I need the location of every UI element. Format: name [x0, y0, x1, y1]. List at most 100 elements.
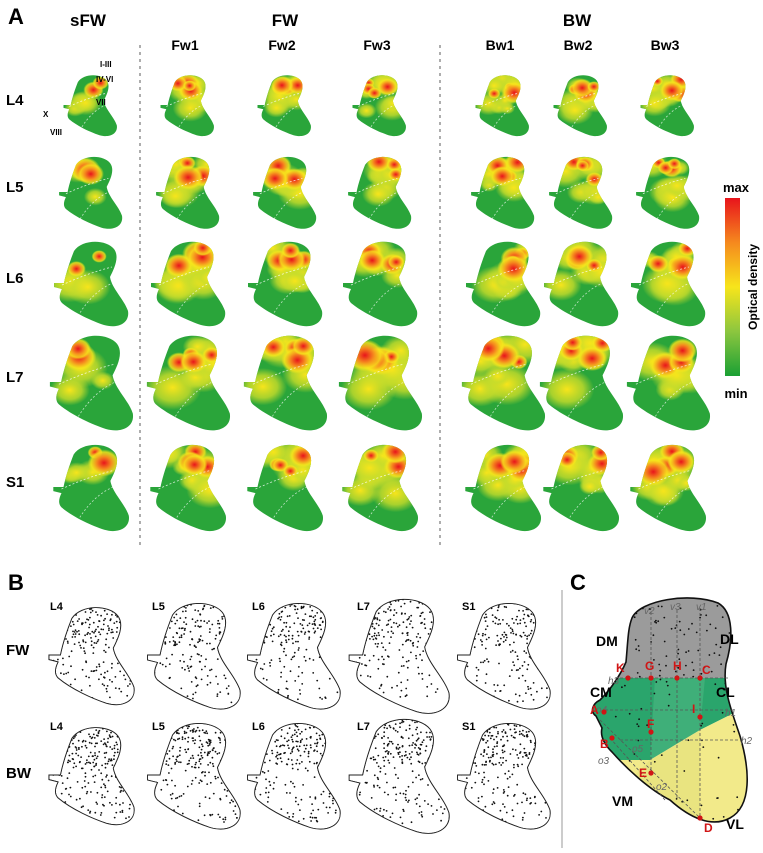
region-label-vl: VL [726, 816, 744, 832]
line-label-h2: h2 [741, 736, 753, 747]
panel-b-col-label-l4-fw: L4 [50, 601, 64, 613]
landmark-point-k [625, 675, 631, 681]
landmark-point-g [648, 675, 654, 681]
heatmap-l7-bw1 [461, 335, 546, 431]
heatmap-s1-fw2 [247, 444, 324, 532]
panel-b-row-bw: BW [6, 765, 32, 782]
group-header-bw: BW [563, 11, 592, 30]
region-label-cm: CM [590, 684, 612, 700]
line-label-v1: v1 [696, 602, 707, 613]
region-outline [591, 597, 748, 823]
line-label-o5: o5 [632, 744, 644, 755]
panel-b-col-label-l6-fw: L6 [252, 601, 265, 613]
column-header-fw1: Fw1 [171, 37, 198, 53]
column-header-fw3: Fw3 [363, 37, 390, 53]
landmark-point-e [648, 770, 654, 776]
panel-b-col-label-l7-bw: L7 [357, 721, 370, 733]
heatmap-l4-bw1 [475, 75, 529, 137]
heatmap-l7-fw3 [338, 335, 423, 431]
landmark-point-b [609, 735, 615, 741]
heatmap-l6-fw1 [151, 241, 226, 327]
panel-b-col-label-s1-bw: S1 [462, 721, 475, 733]
column-header-bw3: Bw3 [651, 37, 680, 53]
colorbar-max-label: max [723, 180, 750, 195]
landmark-label-i: I [692, 702, 695, 716]
panel-b-col-label-l5-bw: L5 [152, 721, 165, 733]
region-diagram: DM DL CM CL VM VL v2 v3 v1 h3 h1 h2 o4 o… [590, 597, 753, 835]
panel-b-col-label-l4-bw: L4 [50, 721, 64, 733]
heatmap-l4-fw1 [160, 75, 214, 137]
region-label-cl: CL [716, 684, 735, 700]
panel-b-col-label-l6-bw: L6 [252, 721, 265, 733]
landmark-point-a [601, 709, 607, 715]
region-label-vm: VM [612, 793, 633, 809]
heatmap-s1-fw1 [150, 444, 227, 532]
row-header-l6: L6 [6, 270, 24, 287]
heatmap-grid [49, 75, 711, 532]
dotmap-bw-l5 [147, 723, 241, 830]
heatmap-l6-fw3 [343, 241, 418, 327]
colorbar-min-label: min [724, 386, 747, 401]
heatmap-l4-fw2 [257, 75, 311, 137]
landmark-label-h: H [673, 659, 682, 673]
panel-c-label: C [570, 570, 586, 595]
landmark-label-g: G [645, 659, 654, 673]
panel-b-col-label-s1-fw: S1 [462, 601, 475, 613]
landmark-label-e: E [639, 766, 647, 780]
row-header-l7: L7 [6, 369, 24, 386]
panel-a-label: A [8, 4, 24, 29]
region-central-shade [650, 678, 705, 760]
group-header-fw: FW [272, 11, 299, 30]
landmark-label-b: B [600, 737, 609, 751]
heatmap-l5-fw3 [348, 156, 412, 229]
landmark-label-c: C [702, 663, 711, 677]
line-label-v3: v3 [670, 602, 681, 613]
line-label-h1: h1 [725, 708, 736, 719]
heatmap-l7-fw2 [243, 335, 328, 431]
landmark-points: A B C D E F G H I K [590, 659, 713, 835]
panel-b-col-label-l5-fw: L5 [152, 601, 165, 613]
dotmap-bw-l6 [247, 723, 341, 830]
landmark-label-f: F [647, 717, 654, 731]
heatmap-l6-fw2 [248, 241, 323, 327]
landmark-point-c [697, 675, 703, 681]
lamina-label-x: X [43, 110, 49, 119]
heatmap-l4-sfw [63, 75, 117, 137]
region-label-dl: DL [720, 631, 739, 647]
line-label-o2: o2 [656, 782, 668, 793]
heatmap-l5-bw3 [636, 156, 700, 229]
heatmap-l5-bw1 [471, 156, 535, 229]
column-header-fw2: Fw2 [268, 37, 295, 53]
row-header-l5: L5 [6, 179, 24, 196]
panel-b-row-fw: FW [6, 642, 30, 659]
group-header-sfw: sFW [70, 11, 107, 30]
column-header-bw1: Bw1 [486, 37, 515, 53]
lamina-label-viii: VIII [50, 128, 62, 137]
panel-b-label: B [8, 570, 24, 595]
panel-b-col-label-l7-fw: L7 [357, 601, 370, 613]
dot-density-grid: L4 L5 L6 L7 S1 L4 L5 L6 L7 S1 [48, 598, 551, 834]
column-headers: Fw1 Fw2 Fw3 Bw1 Bw2 Bw3 [171, 37, 679, 53]
heatmap-l5-fw1 [156, 156, 220, 229]
lamina-label-i-iii: I-III [100, 60, 112, 69]
heatmap-s1-sfw [53, 444, 130, 532]
region-ventral-shade [630, 730, 700, 822]
heatmap-s1-bw2 [543, 444, 620, 532]
dotmap-fw-l6 [247, 603, 341, 710]
colorbar-title: Optical density [746, 244, 760, 330]
heatmap-l4-bw3 [640, 75, 694, 137]
heatmap-l6-sfw [54, 241, 129, 327]
region-label-dm: DM [596, 633, 618, 649]
lamina-label-vii: VII [96, 98, 106, 107]
heatmap-s1-fw3 [342, 444, 419, 532]
landmark-label-d: D [704, 821, 713, 835]
heatmap-l5-sfw [59, 156, 123, 229]
dotmap-bw-s1 [457, 723, 551, 830]
landmark-point-i [697, 714, 703, 720]
dotmap-fw-l5 [147, 603, 241, 710]
heatmap-l5-fw2 [253, 156, 317, 229]
heatmap-l7-bw3 [626, 335, 711, 431]
heatmap-s1-bw1 [465, 444, 542, 532]
row-headers: L4 L5 L6 L7 S1 [6, 92, 24, 491]
heatmap-l4-bw2 [553, 75, 607, 137]
